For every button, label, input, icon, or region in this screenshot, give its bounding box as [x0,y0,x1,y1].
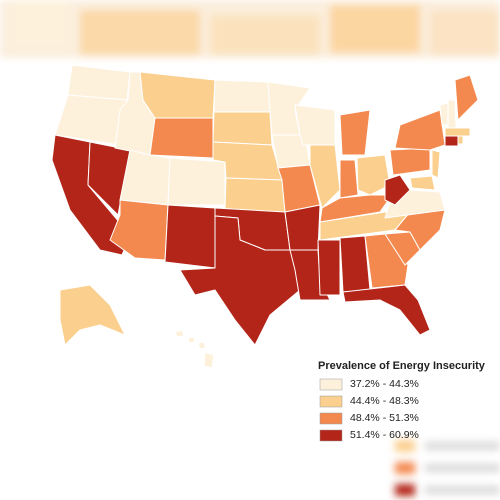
state [164,204,216,269]
state [389,147,431,176]
legend-swatch [319,412,343,425]
state [224,177,286,213]
state [356,154,391,196]
state-map [51,64,479,369]
state [444,135,459,147]
state [197,341,207,350]
state [431,149,441,179]
legend-label: 44.4% - 48.3% [350,395,419,407]
state [59,284,126,346]
legend-label: 51.4% - 60.9% [350,429,419,441]
state [139,71,216,119]
state [439,102,449,126]
state [447,99,457,129]
state [212,111,273,146]
state [203,351,215,369]
state [339,235,371,293]
state [179,215,301,346]
state [339,109,371,156]
state [317,239,341,296]
state [394,109,446,151]
legend-title: Prevalence of Energy Insecurity [318,360,486,372]
state [167,157,226,206]
state [409,175,436,191]
state [213,79,271,113]
legend-label: 48.4% - 51.3% [350,412,419,424]
legend-swatch [319,395,343,408]
state [444,127,471,137]
state [174,329,185,338]
legend-swatch [319,429,343,442]
state [149,117,214,159]
state [67,64,131,101]
legend: Prevalence of Energy Insecurity 37.2% - … [318,360,486,442]
state [342,284,431,336]
state [384,174,411,206]
state [364,233,409,289]
state [294,104,336,146]
state [457,135,464,145]
state [309,144,341,209]
state [187,336,196,344]
legend-label: 37.2% - 44.3% [350,378,419,390]
legend-swatch [319,378,343,391]
state [339,159,359,199]
state [284,204,321,251]
state [454,74,479,121]
